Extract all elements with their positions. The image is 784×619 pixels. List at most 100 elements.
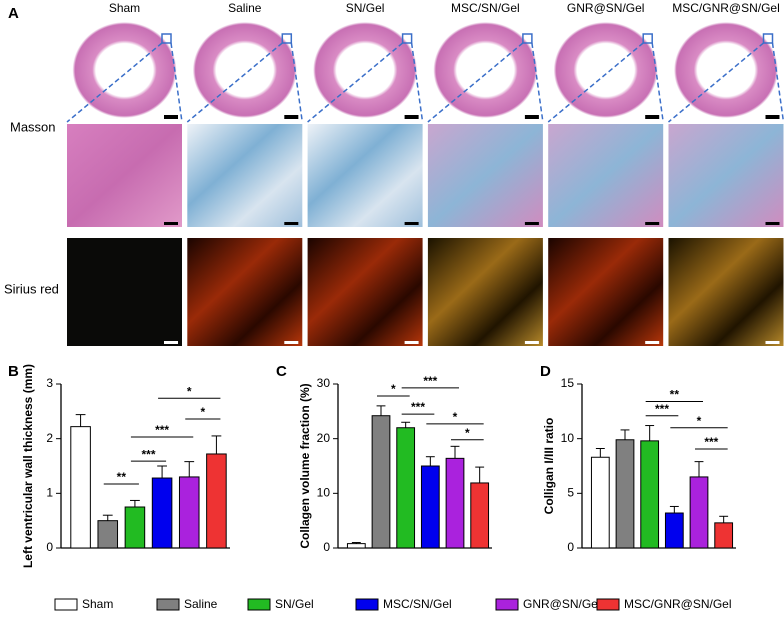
- legend-swatch: [54, 598, 78, 611]
- sirius-image: [427, 238, 543, 346]
- bar: [689, 476, 709, 549]
- zoom-line: [186, 42, 283, 123]
- row-label: Masson: [10, 119, 56, 134]
- sirius-image: [187, 238, 303, 346]
- zoom-box: [281, 33, 293, 44]
- column-label: MSC/SN/Gel: [451, 1, 520, 15]
- y-axis-label: Collagen volume fraction (%): [298, 383, 312, 548]
- y-tick-label: 15: [561, 376, 575, 390]
- image-panels: [66, 22, 784, 346]
- zoom-line: [410, 42, 424, 123]
- panel-label: D: [540, 363, 551, 380]
- masson-image: [668, 124, 784, 227]
- sig-label: **: [670, 388, 680, 402]
- zoom-line: [307, 42, 404, 123]
- masson-image: [427, 124, 543, 227]
- y-tick-label: 3: [46, 376, 53, 390]
- scale-bar: [524, 341, 539, 344]
- legend-swatch: [156, 598, 180, 611]
- bar: [371, 415, 391, 549]
- y-tick-label: 0: [46, 540, 53, 554]
- panel-label: C: [276, 363, 287, 380]
- zoom-box: [642, 33, 653, 44]
- scale-bar: [765, 222, 780, 225]
- masson-image: [548, 124, 664, 227]
- bar: [97, 520, 119, 549]
- zoom-line: [427, 42, 524, 123]
- heart-section: [433, 22, 538, 118]
- heart-section: [313, 22, 418, 118]
- zoom-box: [762, 33, 774, 44]
- scale-bar: [765, 341, 780, 344]
- bar: [396, 427, 416, 549]
- sig-label: *: [391, 382, 396, 396]
- sig-label: ***: [155, 423, 169, 437]
- sirius-image: [307, 238, 423, 346]
- bar: [470, 482, 490, 549]
- zoom-box: [401, 33, 413, 44]
- column-label: Saline: [228, 1, 262, 15]
- scale-bar: [164, 341, 178, 344]
- scale-bar: [284, 222, 299, 225]
- bar: [640, 440, 660, 549]
- zoom-line: [531, 42, 544, 123]
- scale-bar: [164, 115, 178, 119]
- column-label: Sham: [109, 1, 140, 15]
- bar: [206, 453, 227, 549]
- sig-label: *: [465, 426, 470, 440]
- heart-section: [72, 22, 177, 118]
- sig-label: *: [200, 405, 205, 419]
- bar: [664, 512, 684, 549]
- zoom-line: [547, 42, 644, 123]
- zoom-line: [771, 42, 784, 123]
- y-tick-label: 10: [561, 431, 575, 445]
- sirius-image: [67, 238, 182, 346]
- row-label: Sirius red: [4, 281, 59, 296]
- scale-bar: [765, 115, 780, 119]
- legend-swatch: [495, 598, 519, 611]
- y-tick-label: 20: [317, 431, 331, 445]
- legend-label: Sham: [82, 597, 113, 611]
- sig-label: ***: [141, 447, 155, 461]
- sig-label: **: [117, 470, 127, 484]
- bar: [420, 465, 440, 549]
- zoom-box: [161, 33, 172, 44]
- scale-bar: [645, 115, 660, 119]
- sig-label: *: [697, 414, 702, 428]
- legend-label: MSC/GNR@SN/Gel: [624, 597, 732, 611]
- legend-swatch: [355, 598, 379, 611]
- y-tick-label: 0: [567, 540, 574, 554]
- scale-bar: [284, 341, 299, 344]
- bar: [445, 457, 465, 549]
- bar: [714, 522, 734, 549]
- column-label: MSC/GNR@SN/Gel: [672, 1, 780, 15]
- bar: [178, 476, 200, 549]
- masson-image: [67, 124, 182, 227]
- legend-label: GNR@SN/Gel: [523, 597, 601, 611]
- sig-label: *: [453, 410, 458, 424]
- masson-image: [307, 124, 423, 227]
- zoom-line: [290, 42, 304, 123]
- scale-bar: [284, 115, 299, 119]
- heart-section: [553, 22, 658, 118]
- sig-label: *: [187, 384, 192, 398]
- legend-label: MSC/SN/Gel: [383, 597, 452, 611]
- y-tick-label: 10: [317, 486, 331, 500]
- heart-section: [192, 22, 297, 118]
- y-axis-label: Colligan I/III ratio: [542, 418, 556, 515]
- legend-swatch: [247, 598, 271, 611]
- masson-image: [187, 124, 303, 227]
- scale-bar: [645, 341, 660, 344]
- zoom-line: [668, 42, 764, 123]
- y-tick-label: 2: [46, 431, 53, 445]
- legend-swatch: [596, 598, 620, 611]
- bar: [70, 426, 91, 549]
- bar: [151, 477, 173, 549]
- legend-label: SN/Gel: [275, 597, 314, 611]
- legend-label: Saline: [184, 597, 218, 611]
- scale-bar: [404, 341, 419, 344]
- sig-label: ***: [704, 435, 718, 449]
- scale-bar: [645, 222, 660, 225]
- y-tick-label: 1: [46, 486, 53, 500]
